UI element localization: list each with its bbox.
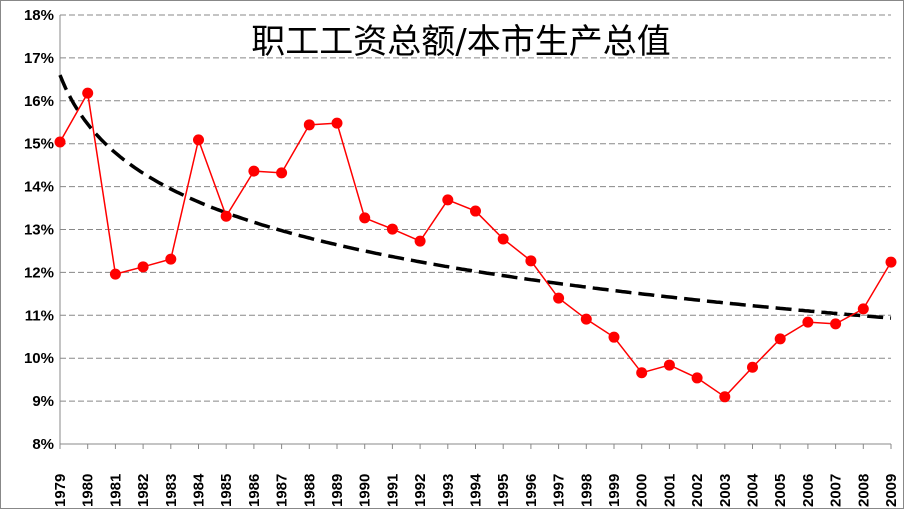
data-point <box>414 235 426 247</box>
x-tick-label: 1988 <box>301 474 318 507</box>
x-tick-label: 1986 <box>246 474 263 507</box>
data-point <box>525 255 537 267</box>
x-tick-label: 1984 <box>191 473 208 507</box>
data-point <box>802 316 814 328</box>
data-point <box>137 261 149 273</box>
data-point <box>608 331 620 343</box>
y-tick-label: 15% <box>24 136 54 153</box>
data-point <box>774 333 786 345</box>
y-tick-label: 18% <box>24 7 54 24</box>
x-tick-label: 2000 <box>634 474 651 507</box>
x-tick-label: 1996 <box>523 474 540 507</box>
y-tick-label: 14% <box>24 179 54 196</box>
data-point <box>580 313 592 325</box>
data-point <box>663 359 675 371</box>
data-point <box>553 292 565 304</box>
data-point <box>719 391 731 403</box>
x-tick-label: 1999 <box>606 474 623 507</box>
chart-title: 职工工资总额/本市生产总值 <box>251 22 670 62</box>
x-tick-label: 1994 <box>468 473 485 507</box>
x-tick-label: 1991 <box>384 474 401 507</box>
data-point <box>331 117 343 129</box>
data-point <box>248 165 260 177</box>
data-point <box>82 87 94 99</box>
x-tick-label: 1990 <box>357 474 374 507</box>
data-point <box>442 194 454 206</box>
trend-line <box>58 74 892 320</box>
series-line <box>59 90 892 398</box>
x-tick-label: 2004 <box>745 473 762 507</box>
data-point <box>386 223 398 235</box>
x-tick-label: 1992 <box>412 474 429 507</box>
y-tick-label: 8% <box>32 436 54 453</box>
y-tick-label: 17% <box>24 50 54 67</box>
data-point <box>470 205 481 217</box>
data-point <box>747 361 758 373</box>
x-tick-label: 2009 <box>883 474 900 507</box>
data-point <box>359 212 371 224</box>
data-point <box>857 303 869 315</box>
y-tick-label: 12% <box>24 264 54 281</box>
data-point <box>109 268 121 280</box>
x-tick-label: 1989 <box>329 474 346 507</box>
y-tick-label: 16% <box>24 93 54 110</box>
x-tick-label: 2008 <box>855 474 872 507</box>
y-tick-label: 9% <box>32 393 54 410</box>
x-tick-label: 2005 <box>772 474 789 507</box>
y-tick-label: 10% <box>24 350 54 367</box>
data-point <box>303 119 315 131</box>
data-point <box>193 134 204 146</box>
data-point <box>276 167 288 179</box>
x-tick-label: 2006 <box>800 474 817 507</box>
x-tick-label: 2002 <box>689 474 706 507</box>
y-tick-label: 13% <box>24 222 54 239</box>
x-tick-label: 2007 <box>828 474 845 507</box>
data-point <box>830 318 842 330</box>
data-point <box>497 233 509 245</box>
x-tick-label: 1987 <box>274 474 291 507</box>
x-tick-label: 2003 <box>717 474 734 507</box>
x-tick-label: 1993 <box>440 474 457 507</box>
x-tick-label: 1997 <box>551 474 568 507</box>
data-point <box>885 256 897 268</box>
data-point <box>691 372 703 384</box>
x-tick-label: 1979 <box>52 474 69 507</box>
x-tick-label: 1995 <box>495 474 512 507</box>
x-tick-label: 1998 <box>578 474 595 507</box>
y-tick-label: 11% <box>25 307 54 324</box>
x-tick-label: 1981 <box>107 474 124 507</box>
data-point <box>220 210 232 222</box>
x-tick-label: 1982 <box>135 474 152 507</box>
x-tick-label: 1983 <box>163 474 180 507</box>
x-tick-label: 1985 <box>218 474 235 507</box>
x-tick-label: 2001 <box>661 474 678 507</box>
x-tick-label: 1980 <box>80 474 97 507</box>
data-point <box>54 136 66 148</box>
data-point <box>165 253 177 265</box>
data-point <box>636 367 648 379</box>
